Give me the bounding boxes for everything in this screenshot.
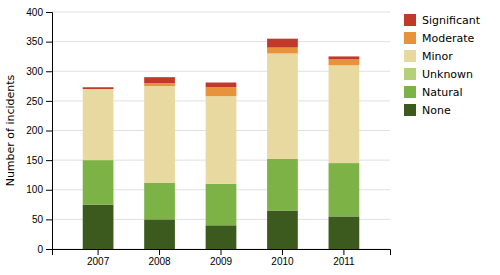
x-tick-mark xyxy=(98,249,99,255)
bar xyxy=(267,39,298,48)
bar xyxy=(83,205,114,249)
y-tick-mark xyxy=(46,160,52,161)
x-tick: 2008 xyxy=(148,249,171,267)
legend-swatch xyxy=(404,68,416,80)
plot: 2007 2008 2009 2010 2011 0 50 100 150 200 250 300 35… xyxy=(26,7,390,267)
y-tick-label: 150 xyxy=(26,155,43,166)
legend-item: Minor xyxy=(404,50,453,63)
x-tick-mark xyxy=(221,249,222,255)
x-tick-label: 2008 xyxy=(148,256,171,267)
y-tick-mark xyxy=(46,190,52,191)
grid-line xyxy=(52,41,390,42)
legend-label: Minor xyxy=(422,50,453,63)
x-axis: 2007 2008 2009 2010 2011 xyxy=(53,249,391,267)
x-tick: 2010 xyxy=(271,249,294,267)
bar xyxy=(83,160,114,204)
bars xyxy=(83,39,360,249)
bar xyxy=(144,183,175,220)
y-tick: 300 xyxy=(26,66,52,77)
y-tick: 50 xyxy=(32,214,52,225)
y-tick: 0 xyxy=(37,244,52,255)
y-tick-label: 100 xyxy=(26,184,43,195)
legend-item: Natural xyxy=(404,86,463,99)
legend-swatch xyxy=(404,32,416,44)
x-tick: 2011 xyxy=(333,249,355,267)
x-tick: 2009 xyxy=(210,249,233,267)
bar xyxy=(267,53,298,158)
y-tick-label: 400 xyxy=(26,7,43,18)
bar xyxy=(329,56,360,59)
x-tick-mark xyxy=(282,249,283,255)
y-tick-mark xyxy=(46,101,52,102)
y-tick: 100 xyxy=(26,184,52,195)
legend-swatch xyxy=(404,50,416,62)
bar xyxy=(206,87,237,96)
y-tick-label: 300 xyxy=(26,66,43,77)
y-tick: 400 xyxy=(26,7,52,18)
bar xyxy=(206,83,237,88)
bar xyxy=(329,65,360,163)
x-axis-line xyxy=(53,250,391,256)
y-tick: 250 xyxy=(26,96,52,107)
y-tick: 150 xyxy=(26,155,52,166)
y-tick-label: 0 xyxy=(37,244,43,255)
legend-label: Moderate xyxy=(422,32,475,45)
legend-label: Natural xyxy=(422,86,463,99)
legend-label: Significant xyxy=(422,14,481,27)
legend-swatch xyxy=(404,86,416,98)
y-tick-mark xyxy=(46,71,52,72)
legend-item: Significant xyxy=(404,14,481,27)
bar xyxy=(144,83,175,86)
legend-label: Unknown xyxy=(422,68,473,81)
legend-swatch xyxy=(404,14,416,26)
y-tick-label: 350 xyxy=(26,36,43,47)
y-tick-mark xyxy=(46,131,52,132)
bar xyxy=(83,89,114,160)
series xyxy=(83,53,360,183)
y-axis-title: Number of incidents xyxy=(4,74,17,186)
y-tick: 350 xyxy=(26,36,52,47)
bar xyxy=(329,59,360,65)
legend-item: None xyxy=(404,104,451,117)
bar xyxy=(144,77,175,83)
y-axis-line xyxy=(46,13,53,250)
bar xyxy=(267,48,298,54)
legend-item: Moderate xyxy=(404,32,475,45)
chart: 2007 2008 2009 2010 2011 0 50 100 150 200 250 300 35… xyxy=(0,0,500,275)
legend-label: None xyxy=(422,104,451,117)
bar xyxy=(267,210,298,249)
y-tick-mark xyxy=(46,219,52,220)
grid xyxy=(52,12,390,249)
y-tick-label: 250 xyxy=(26,96,43,107)
y-tick-mark xyxy=(46,12,52,13)
x-tick-mark xyxy=(159,249,160,255)
y-tick: 200 xyxy=(26,125,52,136)
bar xyxy=(83,87,114,89)
y-tick-label: 200 xyxy=(26,125,43,136)
y-tick-mark xyxy=(46,42,52,43)
series xyxy=(144,48,359,97)
y-tick-mark xyxy=(46,249,52,250)
x-tick-mark xyxy=(343,249,344,255)
legend-swatch xyxy=(404,104,416,116)
bar xyxy=(206,184,237,225)
series xyxy=(83,39,360,89)
bar xyxy=(144,219,175,249)
bar xyxy=(267,159,298,211)
legend: Significant Moderate Minor Unknown Natural No… xyxy=(404,14,481,117)
bar xyxy=(144,86,175,183)
x-tick-label: 2007 xyxy=(87,256,110,267)
bar xyxy=(206,96,237,184)
grid-line xyxy=(52,12,390,13)
bar xyxy=(329,216,360,249)
x-tick-label: 2010 xyxy=(271,256,294,267)
y-tick-label: 50 xyxy=(32,214,44,225)
x-tick-label: 2009 xyxy=(210,256,233,267)
x-tick: 2007 xyxy=(87,249,110,267)
bar xyxy=(329,163,360,216)
y-axis: 0 50 100 150 200 250 300 350 400 xyxy=(26,7,52,255)
x-tick-label: 2011 xyxy=(333,256,355,267)
legend-item: Unknown xyxy=(404,68,473,81)
bar xyxy=(206,225,237,249)
